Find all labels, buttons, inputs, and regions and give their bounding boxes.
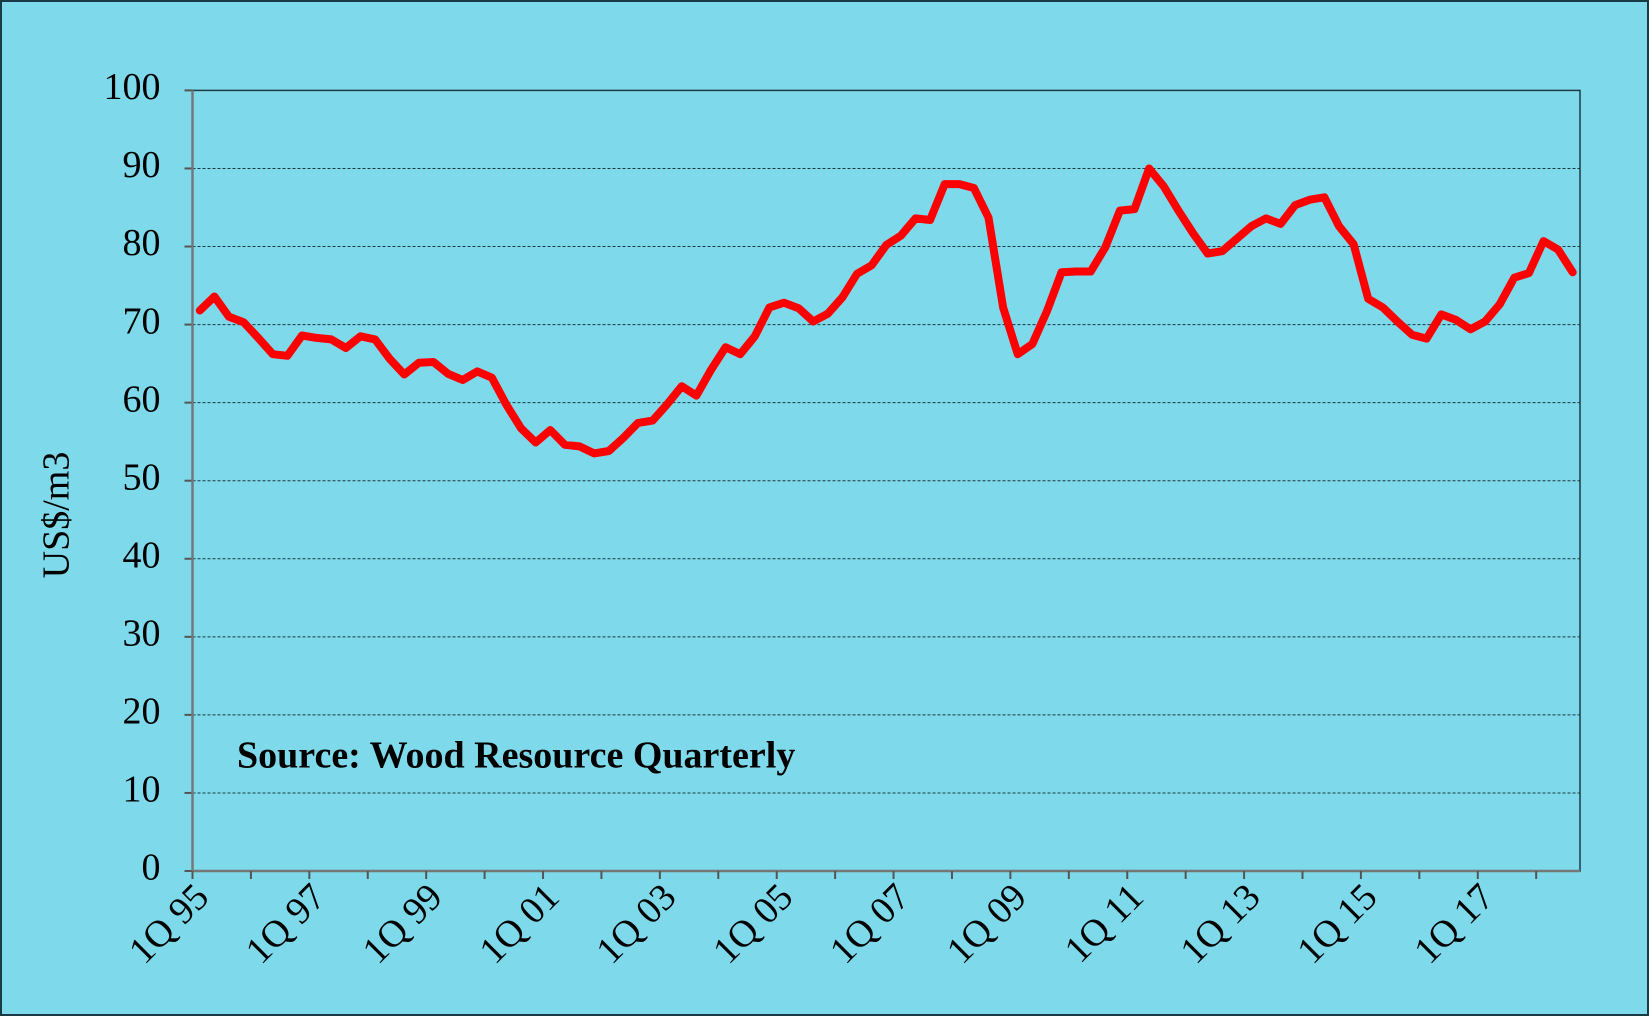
y-tick-label: 20 bbox=[123, 691, 161, 733]
y-tick-label: 60 bbox=[123, 378, 161, 420]
y-tick-label: 80 bbox=[123, 222, 161, 264]
y-tick-label: 30 bbox=[123, 613, 161, 655]
y-tick-label: 100 bbox=[104, 66, 161, 108]
y-tick-label: 90 bbox=[123, 144, 161, 186]
annotation: Source: Wood Resource Quarterly bbox=[237, 735, 795, 777]
data-line bbox=[195, 164, 1577, 458]
y-tick-label: 40 bbox=[123, 534, 161, 576]
y-axis-label: US$/m3 bbox=[36, 452, 78, 579]
y-tick-label: 10 bbox=[123, 769, 161, 811]
y-tick-label: 50 bbox=[123, 456, 161, 498]
y-tick-label: 0 bbox=[142, 847, 161, 889]
y-tick-label: 70 bbox=[123, 300, 161, 342]
